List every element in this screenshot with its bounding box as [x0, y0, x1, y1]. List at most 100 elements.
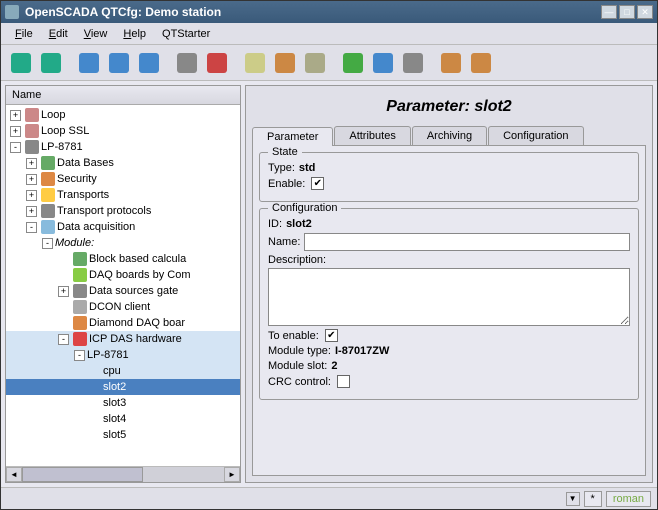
tree-item[interactable]: DAQ boards by Com — [6, 267, 240, 283]
nav-up-button[interactable] — [75, 49, 103, 77]
users-button[interactable] — [467, 49, 495, 77]
tree-item[interactable]: Diamond DAQ boar — [6, 315, 240, 331]
titlebar[interactable]: OpenSCADA QTCfg: Demo station — □ ✕ — [1, 1, 657, 23]
tree-node-icon — [41, 220, 55, 234]
tree-item[interactable]: slot3 — [6, 395, 240, 411]
tab-configuration[interactable]: Configuration — [488, 126, 583, 145]
scroll-right-button[interactable]: ► — [224, 467, 240, 482]
minimize-button[interactable]: — — [601, 5, 617, 19]
tree-item[interactable]: DCON client — [6, 299, 240, 315]
tree-expander[interactable]: - — [58, 334, 69, 345]
tree-expander — [90, 414, 101, 425]
tree-item[interactable]: Block based calcula — [6, 251, 240, 267]
item-add-button[interactable] — [173, 49, 201, 77]
copy-button[interactable] — [241, 49, 269, 77]
tree-label: slot2 — [103, 381, 126, 393]
user-icon — [441, 53, 461, 73]
modtype-value: I-87017ZW — [335, 345, 389, 357]
state-legend: State — [268, 146, 302, 158]
tree-scrollbar-h[interactable]: ◄ ► — [6, 466, 240, 482]
tree-node-icon — [73, 316, 87, 330]
cut-button[interactable] — [271, 49, 299, 77]
tab-attributes[interactable]: Attributes — [334, 126, 410, 145]
modslot-value: 2 — [331, 360, 337, 372]
tree-expander — [58, 254, 69, 265]
tree-expander[interactable]: + — [26, 158, 37, 169]
copy-icon — [245, 53, 265, 73]
scroll-left-button[interactable]: ◄ — [6, 467, 22, 482]
scroll-thumb[interactable] — [22, 467, 143, 482]
content-area: Name +Loop+Loop SSL-LP-8781+Data Bases+S… — [1, 81, 657, 487]
item-del-button[interactable] — [203, 49, 231, 77]
toenable-checkbox[interactable]: ✔ — [325, 329, 338, 342]
enable-label: Enable: — [268, 178, 305, 190]
tab-archiving[interactable]: Archiving — [412, 126, 487, 145]
menu-view[interactable]: View — [76, 26, 116, 42]
paste-button[interactable] — [301, 49, 329, 77]
tab-parameter[interactable]: Parameter — [252, 127, 333, 146]
menu-edit[interactable]: Edit — [41, 26, 76, 42]
menubar: File Edit View Help QTStarter — [1, 23, 657, 45]
tree-node-icon — [25, 140, 39, 154]
tree-item[interactable]: -Module: — [6, 235, 240, 251]
nav-fwd-button[interactable] — [135, 49, 163, 77]
main-window: OpenSCADA QTCfg: Demo station — □ ✕ File… — [0, 0, 658, 510]
tree-expander — [90, 430, 101, 441]
refresh-button[interactable] — [339, 49, 367, 77]
db-up-button[interactable] — [7, 49, 35, 77]
stop-button[interactable] — [399, 49, 427, 77]
modslot-label: Module slot: — [268, 360, 327, 372]
tree-item[interactable]: +Loop — [6, 107, 240, 123]
crc-checkbox[interactable] — [337, 375, 350, 388]
tree-item[interactable]: +Transport protocols — [6, 203, 240, 219]
tree-item[interactable]: +Data sources gate — [6, 283, 240, 299]
enable-checkbox[interactable]: ✔ — [311, 177, 324, 190]
tree-item[interactable]: slot2 — [6, 379, 240, 395]
tree-item[interactable]: +Transports — [6, 187, 240, 203]
status-arrow-icon[interactable]: ▼ — [566, 492, 580, 506]
tree-header[interactable]: Name — [6, 86, 240, 105]
tree-item[interactable]: -LP-8781 — [6, 347, 240, 363]
tree-expander[interactable]: - — [10, 142, 21, 153]
db-down-button[interactable] — [37, 49, 65, 77]
tree-item[interactable]: -LP-8781 — [6, 139, 240, 155]
tree-expander[interactable]: + — [10, 110, 21, 121]
menu-file[interactable]: File — [7, 26, 41, 42]
run-button[interactable] — [369, 49, 397, 77]
tree-item[interactable]: slot5 — [6, 427, 240, 443]
tree-expander[interactable]: + — [10, 126, 21, 137]
crc-label: CRC control: — [268, 376, 331, 388]
tree-expander[interactable]: - — [74, 350, 85, 361]
status-user[interactable]: roman — [606, 491, 651, 507]
tree-label: Block based calcula — [89, 253, 186, 265]
maximize-button[interactable]: □ — [619, 5, 635, 19]
tree-expander[interactable]: + — [58, 286, 69, 297]
tree-item[interactable]: -ICP DAS hardware — [6, 331, 240, 347]
tree-label: Module: — [55, 237, 94, 249]
config-legend: Configuration — [268, 202, 341, 214]
tree-expander[interactable]: - — [26, 222, 37, 233]
name-input[interactable] — [304, 233, 630, 251]
menu-help[interactable]: Help — [115, 26, 154, 42]
scroll-track[interactable] — [22, 467, 224, 482]
nav-back-button[interactable] — [105, 49, 133, 77]
tree-item[interactable]: cpu — [6, 363, 240, 379]
tree-label: DCON client — [89, 301, 150, 313]
tree-item[interactable]: +Loop SSL — [6, 123, 240, 139]
tree-item[interactable]: +Data Bases — [6, 155, 240, 171]
user-button[interactable] — [437, 49, 465, 77]
tree-item[interactable]: -Data acquisition — [6, 219, 240, 235]
tree-body[interactable]: +Loop+Loop SSL-LP-8781+Data Bases+Securi… — [6, 105, 240, 466]
close-button[interactable]: ✕ — [637, 5, 653, 19]
tree-expander[interactable]: + — [26, 174, 37, 185]
tree-expander[interactable]: - — [42, 238, 53, 249]
desc-textarea[interactable] — [268, 268, 630, 326]
tree-expander[interactable]: + — [26, 206, 37, 217]
tree-expander[interactable]: + — [26, 190, 37, 201]
menu-qtstarter[interactable]: QTStarter — [154, 26, 218, 42]
tree-item[interactable]: +Security — [6, 171, 240, 187]
tree-node-icon — [25, 108, 39, 122]
tree-node-icon — [73, 332, 87, 346]
status-star: * — [584, 491, 602, 507]
tree-item[interactable]: slot4 — [6, 411, 240, 427]
